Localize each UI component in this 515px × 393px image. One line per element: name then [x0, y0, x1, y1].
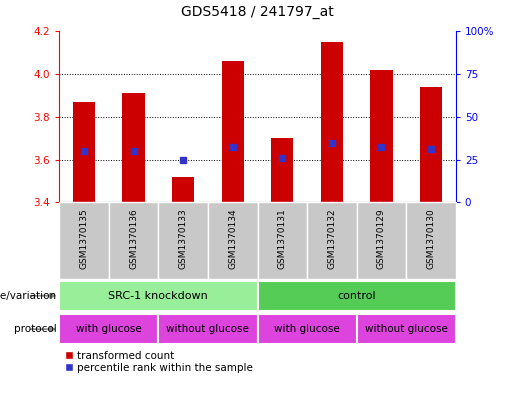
Bar [258, 281, 456, 311]
Bar [420, 87, 442, 202]
Bar [73, 102, 95, 202]
Text: GSM1370134: GSM1370134 [228, 209, 237, 269]
Text: without glucose: without glucose [365, 324, 448, 334]
Bar [321, 42, 343, 202]
Bar [370, 70, 392, 202]
Bar [356, 314, 456, 344]
Bar [159, 202, 208, 279]
Bar [109, 202, 159, 279]
Bar [172, 177, 194, 202]
Bar [258, 202, 307, 279]
Text: protocol: protocol [14, 324, 57, 334]
Text: GDS5418 / 241797_at: GDS5418 / 241797_at [181, 5, 334, 19]
Text: with glucose: with glucose [76, 324, 142, 334]
Text: GSM1370133: GSM1370133 [179, 209, 187, 269]
Bar [123, 94, 145, 202]
Text: control: control [337, 291, 376, 301]
Text: GSM1370135: GSM1370135 [79, 209, 89, 269]
Bar [159, 314, 258, 344]
Bar [258, 314, 356, 344]
Bar [271, 138, 294, 202]
Text: GSM1370132: GSM1370132 [328, 209, 336, 269]
Text: GSM1370129: GSM1370129 [377, 209, 386, 269]
Bar [307, 202, 356, 279]
Text: with glucose: with glucose [274, 324, 340, 334]
Text: genotype/variation: genotype/variation [0, 291, 57, 301]
Bar [356, 202, 406, 279]
Text: GSM1370136: GSM1370136 [129, 209, 138, 269]
Bar [59, 202, 109, 279]
Text: without glucose: without glucose [166, 324, 249, 334]
Bar [59, 314, 159, 344]
Text: GSM1370131: GSM1370131 [278, 209, 287, 269]
Bar [59, 281, 258, 311]
Text: GSM1370130: GSM1370130 [426, 209, 436, 269]
Text: SRC-1 knockdown: SRC-1 knockdown [109, 291, 208, 301]
Bar [406, 202, 456, 279]
Legend: transformed count, percentile rank within the sample: transformed count, percentile rank withi… [64, 351, 253, 373]
Bar [221, 61, 244, 202]
Bar [208, 202, 258, 279]
